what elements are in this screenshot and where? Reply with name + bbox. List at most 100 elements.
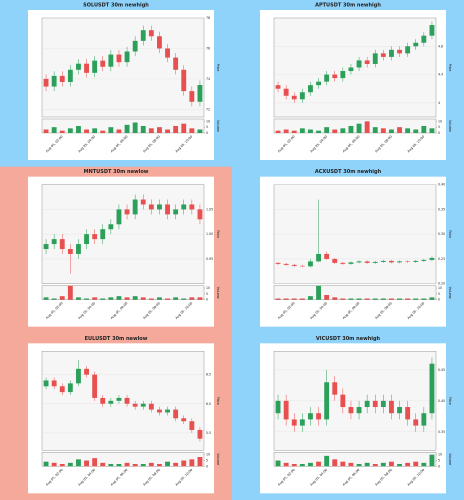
candle-body — [421, 259, 427, 261]
volume-tick-label: 5 — [438, 292, 440, 296]
candle-body — [308, 413, 313, 420]
volume-area — [41, 452, 205, 467]
volume-bar — [173, 126, 179, 133]
candle-body — [67, 383, 73, 393]
volume-bar — [324, 127, 330, 133]
candle-body — [332, 382, 338, 395]
candle-body — [324, 253, 330, 259]
plot-area — [41, 17, 205, 118]
volume-bar — [413, 298, 419, 300]
candle-body — [197, 209, 203, 220]
candle-body — [291, 264, 297, 266]
volume-bar — [291, 130, 297, 133]
y-tick-label: 0.35 — [438, 430, 445, 434]
volume-bar — [76, 459, 81, 467]
volume-tick-label: 5 — [206, 292, 208, 296]
candle-body — [189, 91, 195, 102]
volume-bar — [429, 454, 435, 467]
volume-bar — [372, 464, 378, 467]
candle-body — [299, 92, 305, 100]
candle-body — [189, 421, 195, 430]
volume-bar — [275, 298, 281, 300]
y-axis-label: Price — [448, 64, 452, 72]
candle-body — [124, 51, 130, 63]
volume-bar — [59, 130, 65, 133]
volume-bar — [165, 461, 170, 467]
candle-body — [173, 209, 179, 215]
volume-tick-label: 0 — [206, 464, 208, 468]
volume-bar — [348, 462, 354, 467]
volume-bar — [397, 298, 402, 300]
volume-bar — [421, 462, 427, 467]
volume-bar — [76, 126, 81, 133]
volume-bar — [389, 461, 394, 467]
candle-body — [116, 397, 122, 401]
candle-body — [421, 35, 427, 43]
candle-body — [181, 204, 187, 210]
volume-bar — [275, 460, 281, 467]
candle-body — [299, 419, 305, 426]
candle-body — [405, 46, 411, 54]
volume-bar — [380, 298, 386, 300]
volume-bar — [340, 298, 346, 300]
volume-bar — [157, 127, 162, 133]
candle-body — [157, 36, 162, 49]
volume-bar — [308, 296, 313, 300]
volume-bar — [189, 459, 195, 467]
volume-tick-label: 5 — [438, 125, 440, 129]
chart-panel: APTUSDT 30m newhigh 4 4.4 4.8 0 5 10 Price Volum… — [232, 0, 464, 167]
volume-bar — [140, 126, 146, 133]
volume-bar — [299, 128, 305, 133]
volume-bar — [132, 296, 138, 300]
candle-body — [76, 63, 81, 70]
volume-tick-label: 0 — [438, 298, 440, 302]
volume-bar — [173, 297, 179, 300]
chart-title: MNTUSDT 30m newlow — [84, 169, 149, 175]
y-tick-label: 0.20 — [438, 282, 445, 286]
volume-bar — [316, 285, 321, 300]
volume-bar — [332, 459, 338, 467]
volume-tick-label: 0 — [438, 464, 440, 468]
volume-axis-label: Volume — [448, 287, 452, 299]
volume-tick-label: 0 — [206, 298, 208, 302]
volume-bar — [116, 296, 122, 300]
candle-body — [92, 234, 98, 240]
candle-body — [283, 88, 289, 96]
volume-bar — [389, 298, 394, 300]
volume-bar — [157, 297, 162, 300]
volume-bar — [372, 298, 378, 300]
y-tick-label: 0.35 — [438, 207, 445, 211]
volume-tick-label: 0 — [438, 131, 440, 135]
y-tick-label: 0.30 — [438, 232, 445, 236]
volume-area — [273, 118, 437, 134]
candle-body — [92, 60, 98, 73]
volume-bar — [67, 462, 73, 467]
volume-axis-label: Volume — [448, 120, 452, 132]
volume-bar — [380, 128, 386, 133]
volume-bar — [299, 464, 305, 467]
volume-bar — [148, 128, 154, 133]
volume-bar — [364, 462, 370, 467]
y-axis-label: Price — [216, 230, 220, 238]
volume-axis-label: Volume — [216, 453, 220, 465]
y-tick-label: 76 — [206, 46, 210, 50]
candle-body — [140, 199, 146, 205]
y-tick-label: 0.45 — [438, 368, 445, 372]
candle-body — [291, 419, 297, 426]
y-tick-label: 78 — [206, 16, 210, 20]
candle-body — [413, 419, 419, 426]
volume-bar — [116, 464, 122, 467]
volume-bar — [429, 297, 435, 300]
candle-body — [173, 409, 179, 419]
volume-bar — [413, 129, 419, 133]
volume-bar — [51, 462, 57, 467]
candle-body — [108, 400, 114, 404]
volume-bar — [316, 461, 321, 467]
volume-bar — [397, 464, 402, 467]
volume-tick-label: 5 — [206, 125, 208, 129]
candle-body — [356, 407, 362, 414]
candle-body — [116, 209, 122, 225]
candle-body — [43, 78, 49, 87]
volume-bar — [356, 298, 362, 300]
volume-bar — [43, 297, 49, 300]
